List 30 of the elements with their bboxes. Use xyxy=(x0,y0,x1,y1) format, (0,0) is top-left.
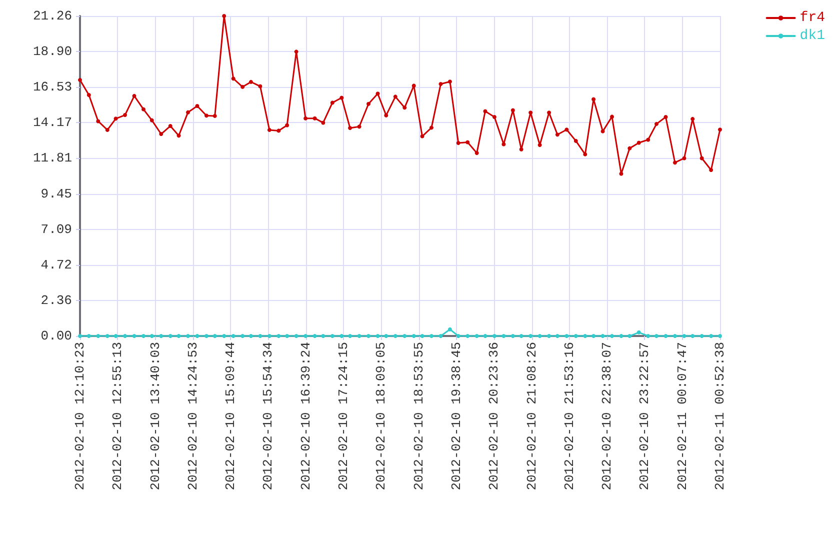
legend-label: fr4 xyxy=(800,10,826,26)
x-tick-label: 2012-02-10 21:53:16 xyxy=(562,342,577,490)
y-tick-label: 0.00 xyxy=(40,328,72,344)
x-tick-label: 2012-02-10 19:38:45 xyxy=(448,342,464,490)
x-tick-label: 2012-02-10 15:54:34 xyxy=(260,342,276,490)
y-tick-label: 21.26 xyxy=(32,8,72,24)
x-tick-label: 2012-02-11 00:52:38 xyxy=(712,342,728,490)
x-tick-label: 2012-02-10 12:10:23 xyxy=(72,342,88,490)
y-tick-label: 2.36 xyxy=(40,292,72,308)
x-tick-label: 2012-02-10 13:40:03 xyxy=(148,342,163,490)
x-tick-label: 2012-02-10 18:53:55 xyxy=(411,342,426,490)
legend-label: dk1 xyxy=(800,28,826,44)
x-tick-label: 2012-02-10 14:24:53 xyxy=(185,342,200,490)
y-tick-label: 7.09 xyxy=(40,222,72,237)
y-tick-label: 4.72 xyxy=(40,257,72,272)
x-tick-label: 2012-02-10 18:09:05 xyxy=(374,342,389,490)
x-tick-label: 2012-02-10 15:09:44 xyxy=(223,342,238,490)
x-tick-label: 2012-02-10 23:22:57 xyxy=(637,342,652,490)
x-tick-label: 2012-02-10 17:24:15 xyxy=(336,342,352,490)
y-tick-label: 9.45 xyxy=(40,186,72,202)
x-tick-label: 2012-02-10 21:08:26 xyxy=(524,342,540,490)
y-tick-label: 11.81 xyxy=(32,150,72,166)
x-tick-label: 2012-02-10 22:38:07 xyxy=(600,342,615,490)
x-tick-label: 2012-02-10 20:23:36 xyxy=(486,342,502,490)
x-tick-label: 2012-02-11 00:07:47 xyxy=(674,342,690,490)
y-tick-label: 16.53 xyxy=(32,80,72,95)
x-tick-label: 2012-02-10 12:55:13 xyxy=(110,342,126,490)
y-tick-label: 14.17 xyxy=(32,115,72,130)
y-tick-label: 18.90 xyxy=(32,44,72,60)
x-tick-label: 2012-02-10 16:39:24 xyxy=(298,342,314,490)
